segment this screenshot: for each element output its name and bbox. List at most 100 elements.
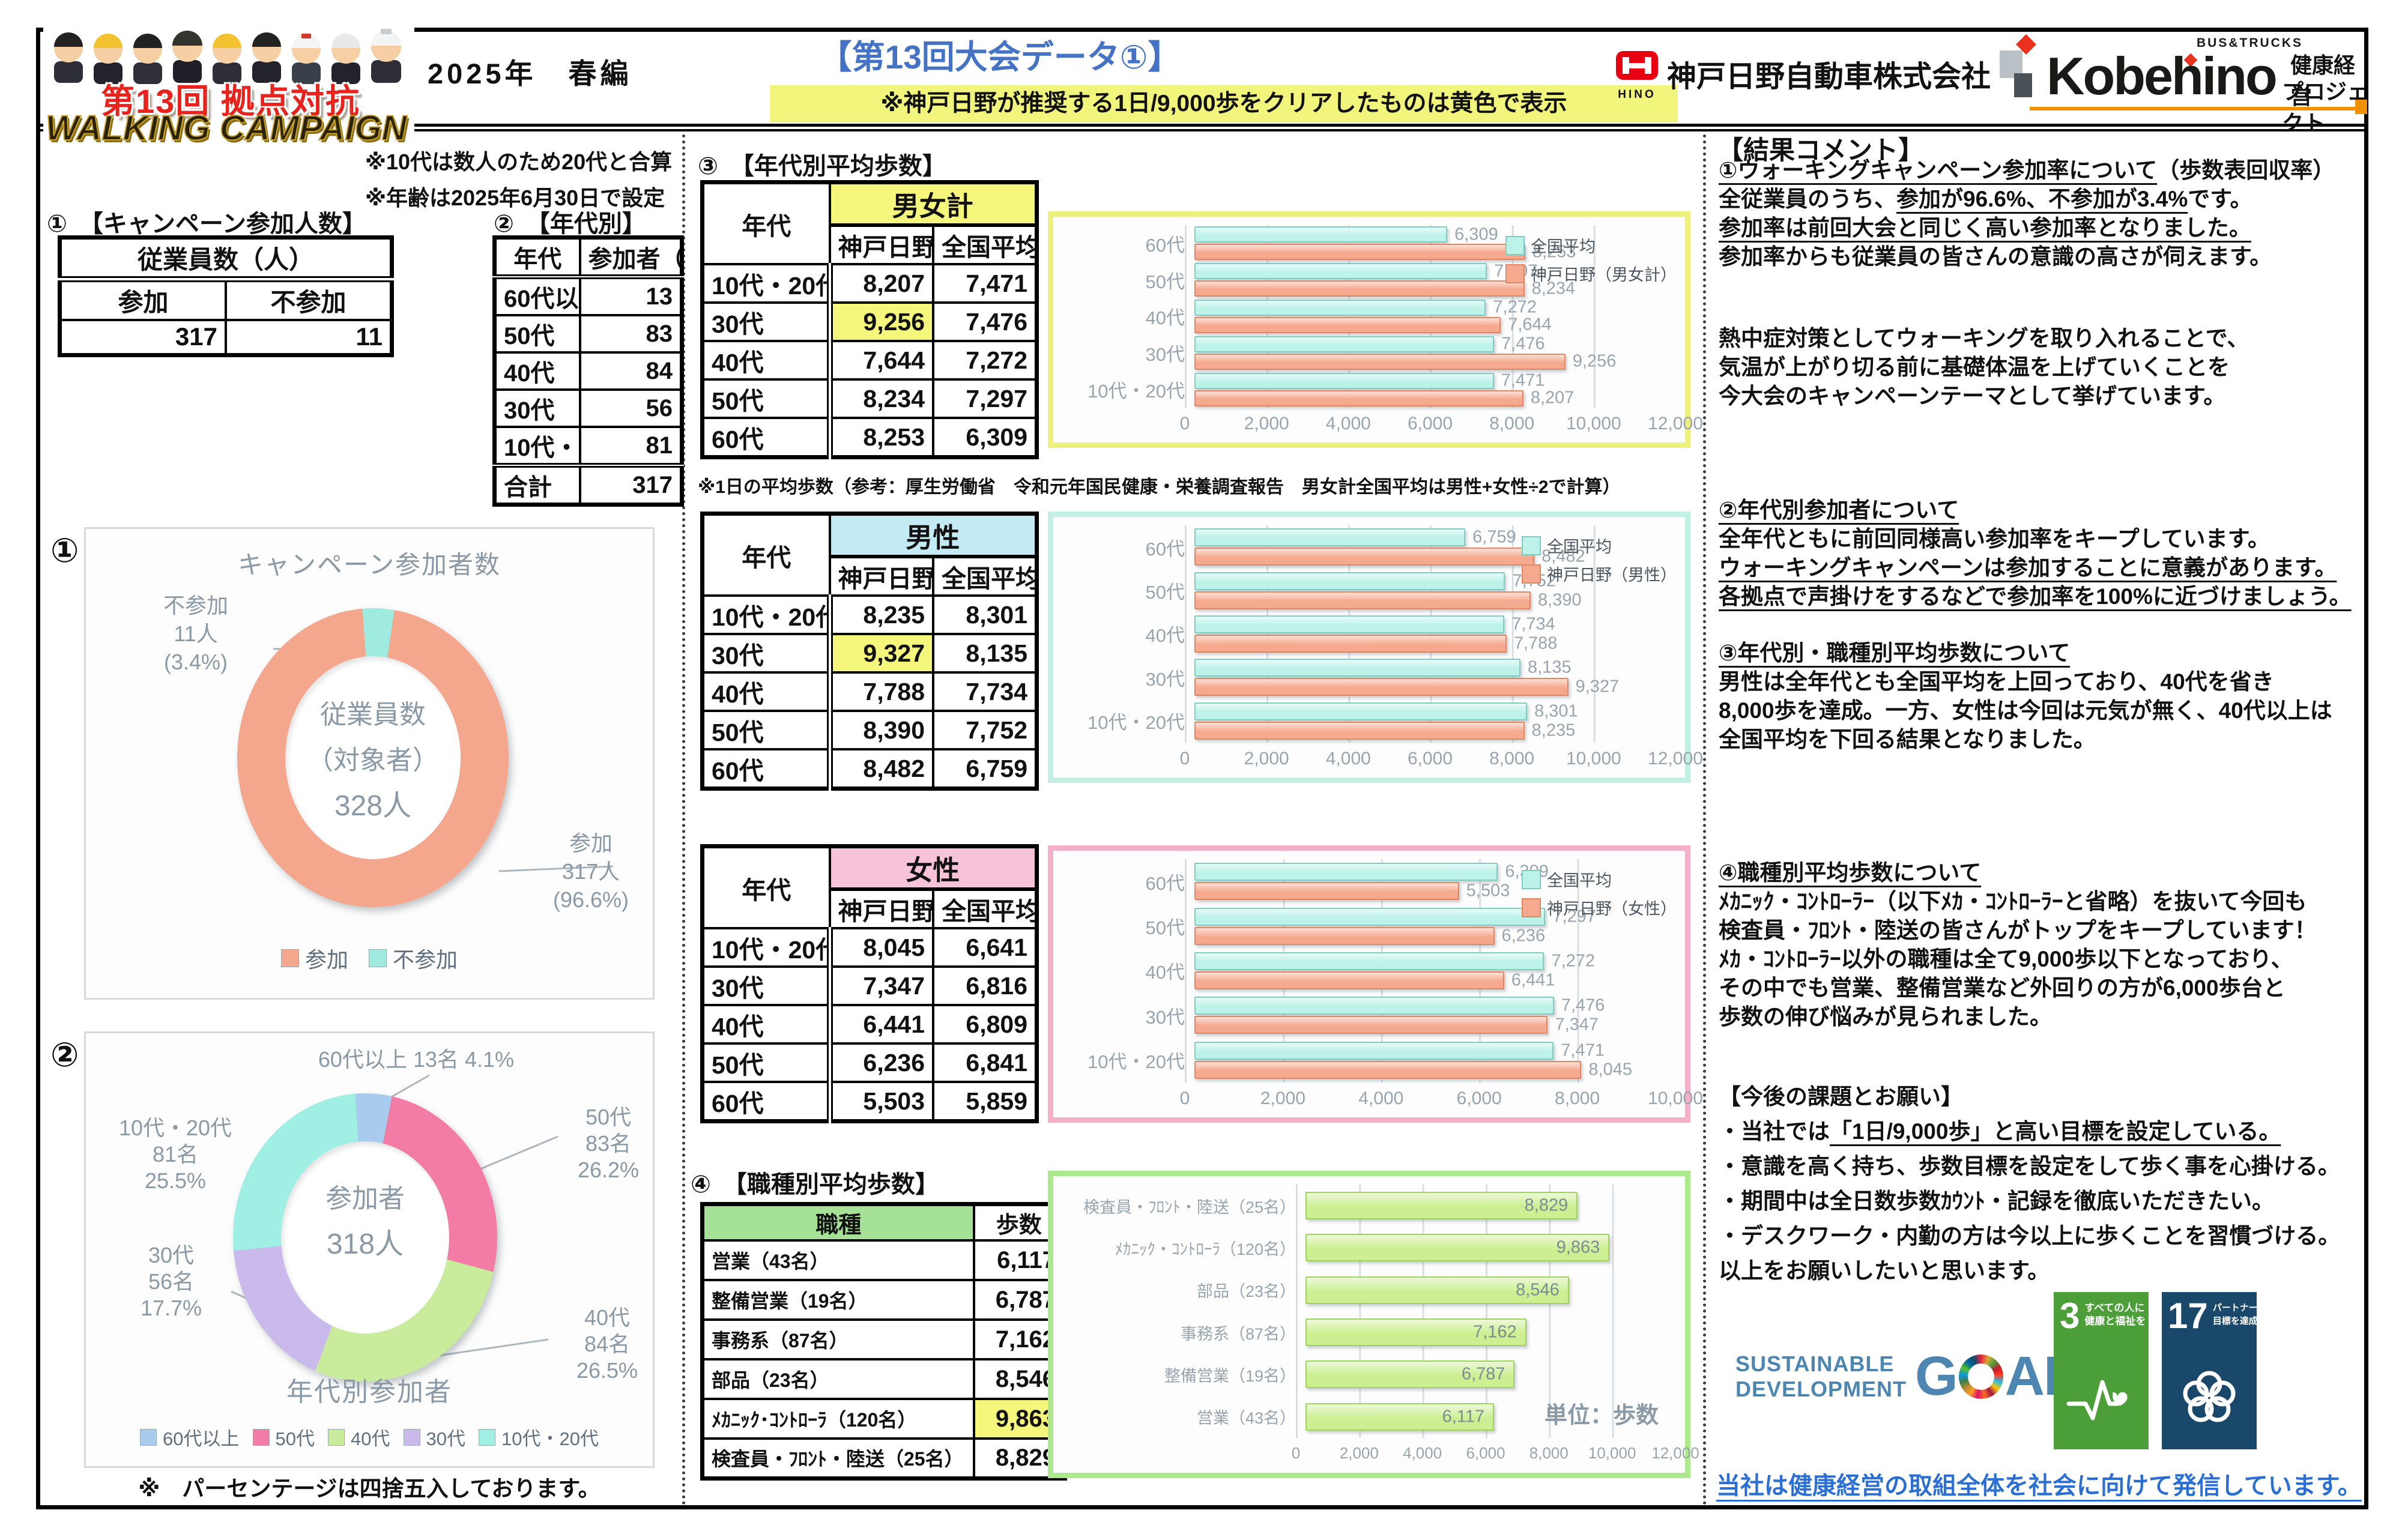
table-cell: 7,734 <box>932 671 1038 712</box>
steps-table-job: 職種 歩数 営業（43名） 6,117 整備営業（19名） 6,787 事務系（87名）… <box>700 1202 1067 1481</box>
cat-label: 50代 <box>1145 271 1185 292</box>
bar <box>1305 1276 1569 1304</box>
x-tick: 8,000 <box>1529 1444 1569 1462</box>
bar-line: 7,347 <box>1194 1015 1675 1034</box>
table-cell: 営業（43名） <box>701 1239 975 1281</box>
table-cell: 317 <box>578 463 683 506</box>
steps-table-male: 年代 男性 神戸日野 全国平均 10代・20代 8,235 8,301 30代 9,32… <box>700 512 1039 791</box>
sdg-goal3-tile: 3 すべての人に 健康と福祉を <box>2054 1292 2149 1449</box>
cat-label: 40代 <box>1145 625 1185 647</box>
table-cell: 7,297 <box>932 378 1038 419</box>
bars: 6,759 8,482 <box>1194 527 1675 567</box>
table-cell: 5,503 <box>828 1081 934 1123</box>
bar-line: 7,752 <box>1194 571 1675 590</box>
table-row: ﾒｶﾆｯｸ･ｺﾝﾄﾛｰﾗ（120名） 9,863 <box>701 1398 1066 1440</box>
bar-val: 8,045 <box>1588 1060 1632 1080</box>
x-axis: 0 2,000 4,000 6,000 8,000 10,000 12,000 <box>1180 749 1703 774</box>
comment-text: 全国平均を下回る結果となりました。 <box>1719 727 2096 752</box>
steps-source-note: ※1日の平均歩数（参考：厚生労働省 令和元年国民健康・栄養調査報告 男女計全国平… <box>698 477 1621 497</box>
bar-val: 8,482 <box>1541 546 1585 566</box>
table-row: 30代 56 <box>493 388 683 428</box>
chart-title: 年代別参加者 <box>286 1377 452 1407</box>
table-cell: 6,641 <box>932 927 1038 968</box>
comment-line: 全国平均を下回る結果となりました。 <box>1719 725 2370 754</box>
x-tick: 8,000 <box>1489 749 1535 768</box>
cat-label: 部品（23名） <box>1196 1282 1296 1301</box>
chart1-marker: ① <box>50 531 79 569</box>
center-line: 328人 <box>334 790 412 822</box>
bar-line: 7,272 <box>1194 951 1675 970</box>
x-tick: 2,000 <box>1244 749 1289 768</box>
bar-group: 10代・20代 7,471 8,045 <box>1062 1040 1675 1080</box>
bar-val: 6,787 <box>1461 1364 1505 1384</box>
table-header: 職種 <box>701 1203 975 1242</box>
comment-text: 検査員・ﾌﾛﾝﾄ・陸送の皆さんがトップをキープしています！ <box>1719 918 2317 943</box>
bar-group: 部品（23名） 8,546 <box>1062 1275 1675 1305</box>
bar-val: 8,390 <box>1538 590 1582 610</box>
comment-line: ・デスクワーク・内勤の方は今以上に歩くことを習慣づける。 <box>1719 1219 2370 1254</box>
bar-val: 7,347 <box>1555 1015 1599 1034</box>
page-title: 【第13回大会データ①】 <box>818 38 1181 76</box>
bars: 6,309 8,253 <box>1194 225 1675 261</box>
comment-line: 全年代ともに前回同様高い参加率をキープしています。 <box>1719 525 2370 554</box>
table-cell: 30代 <box>701 301 833 342</box>
table-header: 神戸日野 <box>828 888 934 929</box>
table-cell: 8,235 <box>828 594 934 635</box>
bar-line: 8,390 <box>1194 590 1675 610</box>
table-row: 50代 8,234 7,297 <box>701 378 1038 419</box>
comment-line: ①ウォーキングキャンペーン参加率について（歩数表回収率） <box>1719 156 2370 185</box>
bar-val: 5,503 <box>1466 881 1510 901</box>
campaign-badge-text: 第13回 拠点対抗 <box>101 82 360 120</box>
cat-label: 40代 <box>1145 962 1185 983</box>
legend-label: 神戸日野（男女計） <box>1531 266 1677 284</box>
bar-line: 8,234 <box>1194 279 1675 298</box>
kobehino-project-line2: プロジェクト <box>2282 79 2369 135</box>
comment-line: 男性は全年代とも全国平均を上回っており、40代を省き <box>1719 668 2370 696</box>
campaign-mascots-illustration <box>54 29 401 84</box>
bar-line: 8,135 <box>1194 658 1675 677</box>
legend-entry: 全国平均 <box>1505 234 1677 257</box>
comment-text: （歩数表回収率） <box>2157 158 2335 183</box>
table-cell: 6,309 <box>932 417 1038 459</box>
bars: 7,272 7,644 <box>1194 298 1675 334</box>
bar-group: 60代 6,759 8,482 <box>1062 527 1675 567</box>
legend-label: 全国平均 <box>1531 238 1596 256</box>
table-row: 40代 6,441 6,809 <box>701 1004 1038 1045</box>
legend-swatch <box>369 949 387 967</box>
bars: 6,3095,503 <box>1194 862 1675 901</box>
age-note-1: ※10代は数人のため20代と合算 <box>365 149 673 174</box>
slice-label-50s: 50代 83名 26.2% <box>577 1105 640 1182</box>
x-tick: 6,000 <box>1456 1089 1502 1108</box>
bar-line: 8,301 <box>1194 701 1675 720</box>
comment-line: 歩数の伸び悩みが見られました。 <box>1719 1003 2370 1031</box>
table-cell: 9,256 <box>828 301 934 342</box>
header-divider <box>38 124 2366 131</box>
cat-label: 30代 <box>1145 668 1185 690</box>
table-cell: 10代・20代 <box>493 426 581 467</box>
table-cell: 8,253 <box>828 417 934 459</box>
bar-val: 7,788 <box>1513 633 1558 653</box>
bar-val: 8,546 <box>1516 1280 1559 1300</box>
table-row: 10代・20代 8,235 8,301 <box>701 594 1038 635</box>
bar <box>1194 971 1504 989</box>
cat-label: 10代・20代 <box>1088 381 1185 402</box>
bars: 8,546 <box>1305 1275 1675 1305</box>
table-header: 年代 <box>701 845 831 929</box>
legend-entry: 神戸日野（女性） <box>1522 896 1677 919</box>
legend-entry: 神戸日野（男性） <box>1522 562 1677 585</box>
x-tick: 8,000 <box>1555 1089 1600 1108</box>
kobehino-project-logo: Kobehino BUS&TRUCKS 健康経営 プロジェクト <box>1995 34 2368 135</box>
chart2-marker: ② <box>50 1036 79 1073</box>
cat-label: 30代 <box>1145 1006 1185 1028</box>
comment-line: ﾒｶﾆｯｸ・ｺﾝﾄﾛｰﾗｰ（以下ﾒｶ・ｺﾝﾄﾛｰﾗｰと省略）を抜いて今回も <box>1719 887 2370 916</box>
comment-line: ②年代別参加者について <box>1719 496 2370 525</box>
table-cell: 8,234 <box>828 378 934 419</box>
bar-line: 7,788 <box>1194 633 1675 653</box>
sdg-logo: SUSTAINABLE DEVELOPMENT GALS <box>1735 1345 2113 1408</box>
legend: 全国平均 神戸日野（男性） <box>1522 529 1677 590</box>
health-management-statement: 当社は健康経営の取組全体を社会に向けて発信しています。 <box>1716 1473 2362 1499</box>
bar <box>1194 702 1528 720</box>
table-cell: 検査員・ﾌﾛﾝﾄ・陸送（25名） <box>701 1437 975 1479</box>
bar <box>1194 952 1544 970</box>
comment-line: 以上をお願いしたいと思います。 <box>1719 1254 2370 1288</box>
